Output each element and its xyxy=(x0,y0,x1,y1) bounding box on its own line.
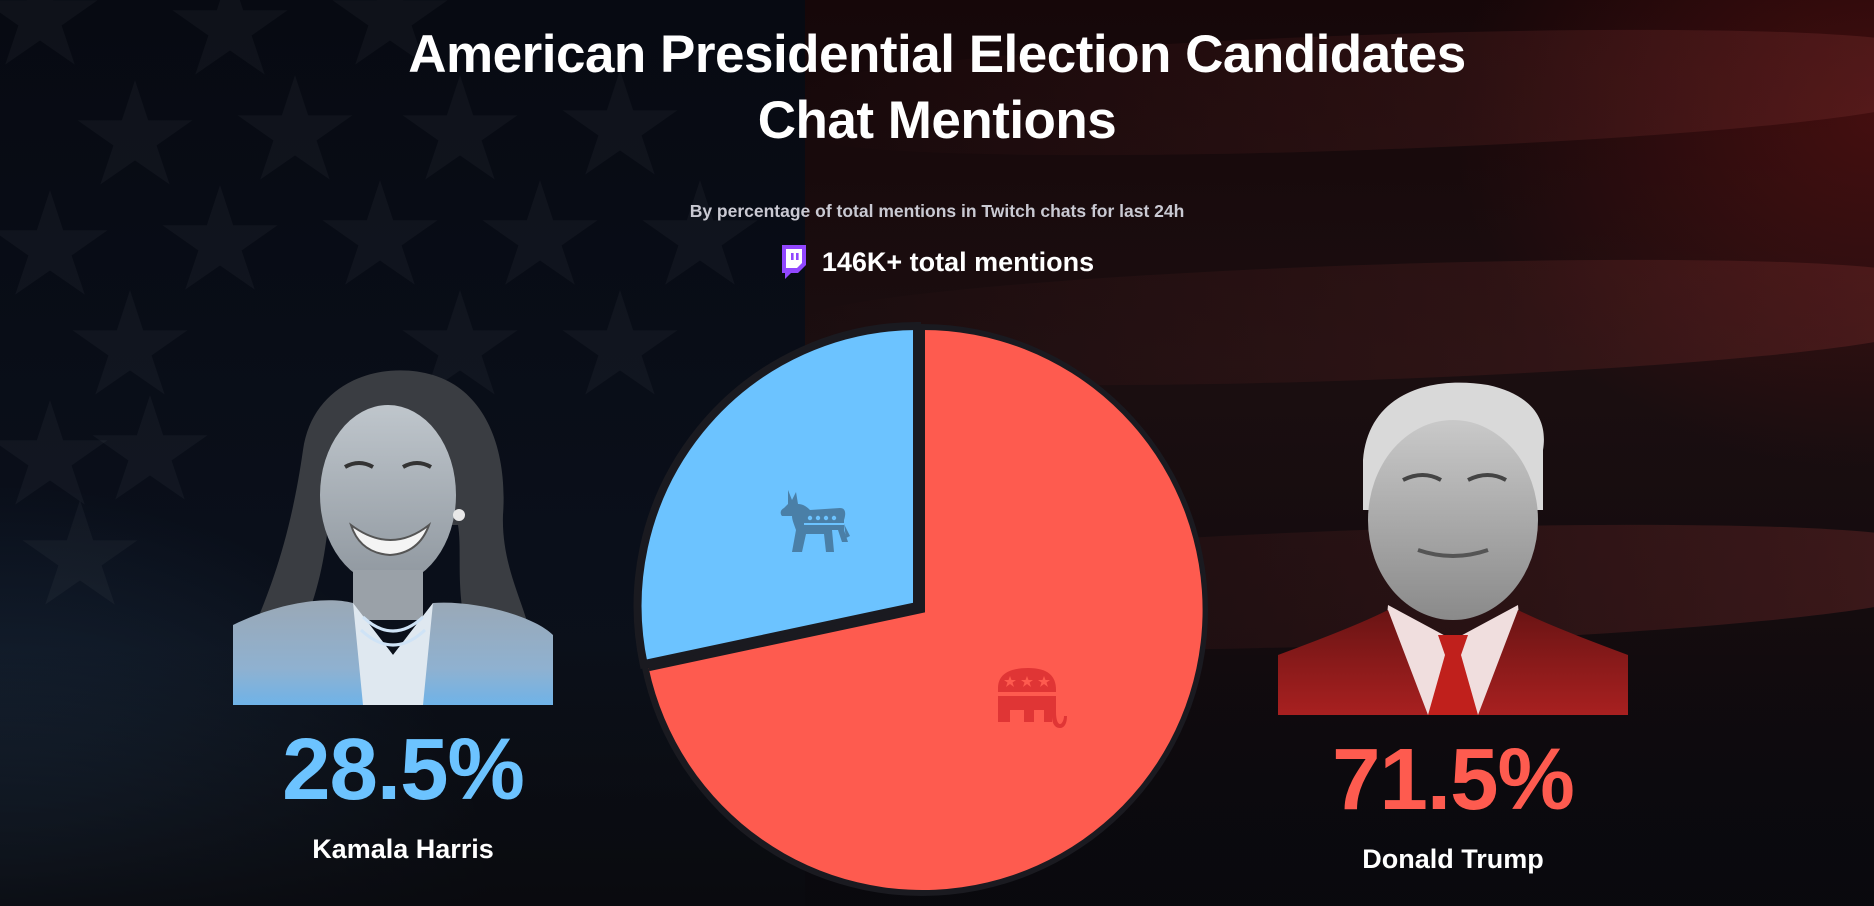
trump-percent: 71.5% xyxy=(1332,731,1575,828)
democratic-donkey-icon xyxy=(780,490,850,552)
pie-chart xyxy=(633,321,1208,896)
donald-trump-portrait xyxy=(1278,370,1628,715)
republican-elephant-icon xyxy=(998,668,1067,728)
chart-subtitle: By percentage of total mentions in Twitc… xyxy=(689,201,1185,221)
harris-name: Kamala Harris xyxy=(312,834,494,864)
trump-name: Donald Trump xyxy=(1362,844,1544,874)
kamala-harris-portrait xyxy=(233,355,553,705)
total-mentions: 146K+ total mentions xyxy=(0,242,1874,282)
page-title: American Presidential Election Candidate… xyxy=(0,22,1874,154)
title-line-2: Chat Mentions xyxy=(757,91,1117,150)
harris-percent: 28.5% xyxy=(282,721,525,818)
pie-slice-trump[interactable] xyxy=(648,329,1203,890)
title-line-1: American Presidential Election Candidate… xyxy=(408,25,1466,84)
total-mentions-count: 146K+ total mentions xyxy=(821,246,1095,277)
twitch-logo-icon xyxy=(781,245,806,279)
pie-slice-harris[interactable] xyxy=(633,321,921,669)
